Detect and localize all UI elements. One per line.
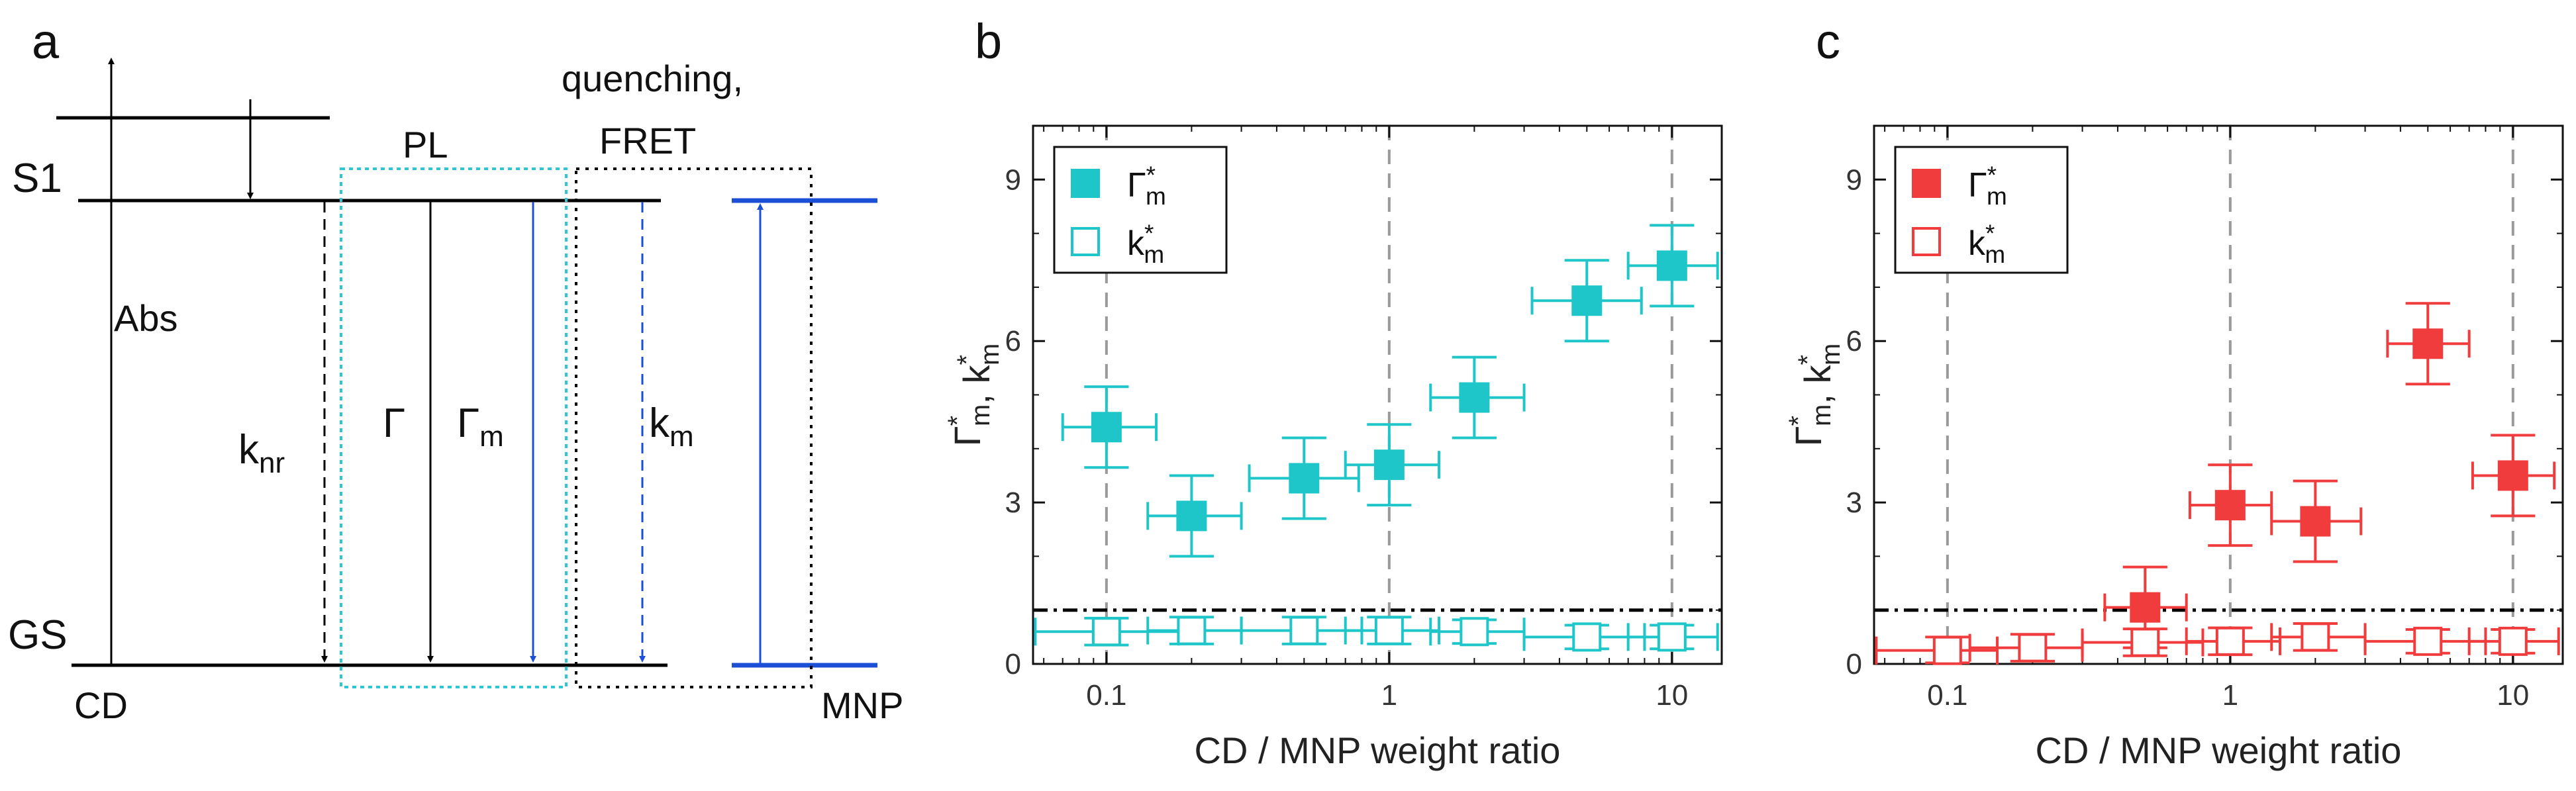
filled-square-marker [2497,460,2528,491]
fret-label: FRET [599,120,696,162]
y-axis-title: Γ*m, k*m [943,344,1005,447]
x-tick-label: 1 [1381,679,1397,712]
k-m-point-6 [1626,622,1719,652]
open-square-marker [2130,628,2160,657]
x-tick-label: 0.1 [1927,679,1967,712]
open-square-marker [2413,626,2443,656]
open-square-marker [2018,633,2048,663]
legend-open-marker [1071,227,1100,256]
y-tick-label: 0 [1846,648,1862,680]
open-square-marker [2301,622,2330,652]
open-square-marker [1572,622,1602,652]
open-square-marker [1460,617,1489,647]
gamma-m-point-3 [2386,302,2471,386]
filled-square-marker [2130,592,2161,623]
panel-b-chart: b 0 3 6 9 0.1 1 10 CD / MNP weight ratio Γ*m, k*… [943,14,1723,771]
legend-open-marker [1912,227,1941,256]
legend-filled-marker [1071,169,1100,198]
km-label: km [649,400,694,453]
y-tick-label: 3 [1846,487,1862,519]
x-tick-label: 10 [2497,679,2529,712]
legend-label-1: k* m [1127,220,1164,268]
legend-label-0: Γ* m [1968,162,2007,210]
y-tick-label: 6 [1846,325,1862,357]
gamma-m-point-0 [1061,385,1158,469]
legend-label-0: Γ* m [1127,162,1166,210]
y-tick-label: 9 [1005,163,1021,196]
legend-box [1053,146,1228,274]
knr-label: knr [238,427,285,479]
filled-square-marker [1289,463,1320,494]
gamma-m-point-2 [1248,436,1360,520]
gamma-m-point-4 [1429,355,1526,440]
k-m-point-1 [1968,633,2084,663]
quenching-label: quenching, [562,58,743,99]
filled-square-marker [2412,328,2444,359]
filled-square-marker [2214,490,2246,521]
open-square-marker [1091,617,1121,647]
panel-letter-c: c [1816,14,1840,69]
k-m-point-3 [1344,616,1441,645]
filled-square-marker [1091,412,1122,443]
y-tick-label: 6 [1005,325,1021,357]
gamma-label: Γ [383,400,405,446]
gamma-m-point-2 [2270,479,2363,563]
k-m-point-5 [1522,622,1646,652]
gamma-m-point-6 [1626,224,1719,308]
gamma-m-point-3 [1344,423,1441,507]
y-tick-label: 0 [1005,648,1021,680]
gamma-m-label: Γm [457,400,504,453]
k-m-point-3 [2185,626,2282,657]
filled-square-marker [1656,250,1687,281]
pl-box [340,167,568,688]
filled-square-marker [2300,506,2331,537]
open-square-marker [2215,626,2245,656]
panel-letter-a: a [32,14,60,69]
quenching-box [575,167,813,688]
filled-square-marker [1176,500,1207,532]
legend-filled-marker [1912,169,1941,198]
k-m-point-4 [2270,622,2367,652]
y-tick-label: 9 [1846,163,1862,196]
x-tick-label: 0.1 [1086,679,1126,712]
abs-label: Abs [114,297,178,339]
legend-label-1: k* m [1968,220,2005,268]
k-m-point-5 [2363,626,2487,656]
gamma-m-point-1 [1146,474,1243,558]
gamma-m-point-1 [2188,463,2273,547]
open-square-marker [1932,635,1962,665]
pl-label: PL [403,124,448,165]
s1-label: S1 [12,156,62,201]
y-axis-title: Γ*m, k*m [1784,344,1846,447]
panel-c-chart: c 0 3 6 9 0.1 1 10 CD / MNP weight ratio Γ*m, k*… [1784,14,2564,771]
filled-square-marker [1459,382,1490,413]
open-square-marker [1374,616,1404,645]
open-square-marker [1657,622,1687,652]
x-axis-title: CD / MNP weight ratio [1195,729,1561,771]
gamma-m-point-4 [2471,434,2556,518]
open-square-marker [1177,616,1207,645]
x-tick-label: 1 [2222,679,2238,712]
k-m-point-2 [2081,628,2204,657]
gamma-m-point-5 [1530,259,1643,343]
filled-square-marker [1373,449,1405,481]
k-m-point-4 [1429,617,1526,647]
gamma-m-point-0 [2103,565,2188,649]
x-tick-label: 10 [1656,679,1688,712]
open-square-marker [2498,626,2528,656]
panel-a: a S1 GS CD MNP Abs knr PL Γ Γm quenching… [8,14,903,726]
y-tick-label: 3 [1005,487,1021,519]
k-m-point-2 [1240,616,1363,645]
x-axis-title: CD / MNP weight ratio [2036,729,2402,771]
filled-square-marker [1571,285,1603,316]
mnp-label: MNP [821,684,903,726]
k-m-point-0 [1875,635,1999,665]
k-m-point-6 [2467,626,2560,656]
open-square-marker [1289,616,1319,645]
gs-label: GS [8,612,68,658]
k-m-point-1 [1146,616,1243,645]
panel-letter-b: b [975,14,1002,69]
cd-label: CD [74,684,128,726]
